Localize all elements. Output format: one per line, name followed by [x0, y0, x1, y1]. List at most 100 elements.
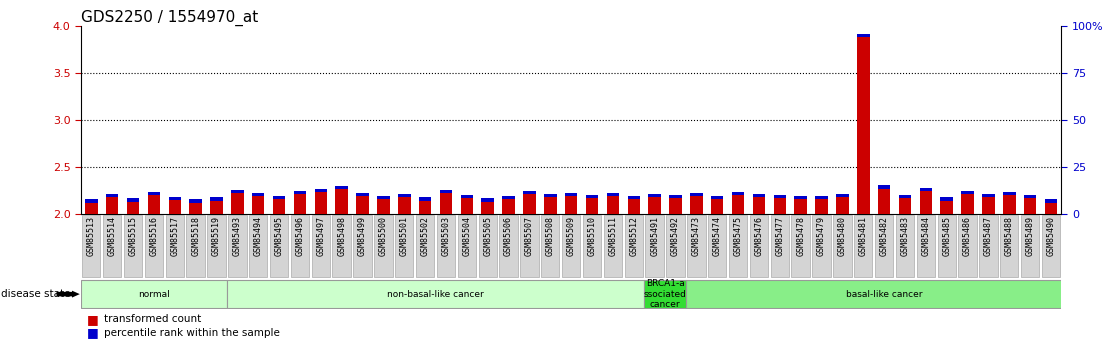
Text: GSM85502: GSM85502: [421, 216, 430, 256]
FancyBboxPatch shape: [771, 215, 789, 277]
Text: GSM85512: GSM85512: [629, 216, 638, 256]
Text: GSM85494: GSM85494: [254, 216, 263, 256]
Bar: [126, 198, 140, 202]
Bar: [168, 197, 181, 200]
Bar: [815, 196, 828, 199]
Text: basal-like cancer: basal-like cancer: [845, 289, 922, 299]
Bar: [461, 195, 473, 198]
FancyBboxPatch shape: [227, 280, 644, 308]
Bar: [690, 196, 702, 214]
Bar: [878, 188, 891, 214]
Bar: [211, 197, 223, 201]
Bar: [752, 194, 766, 197]
Bar: [294, 194, 306, 214]
FancyBboxPatch shape: [1001, 215, 1018, 277]
Text: normal: normal: [138, 289, 170, 299]
Text: GSM85519: GSM85519: [212, 216, 220, 256]
FancyBboxPatch shape: [332, 215, 351, 277]
Bar: [941, 201, 953, 214]
Bar: [773, 198, 786, 214]
Text: ■: ■: [86, 313, 99, 326]
Bar: [189, 203, 202, 214]
FancyBboxPatch shape: [124, 215, 142, 277]
Text: GSM85493: GSM85493: [233, 216, 242, 256]
FancyBboxPatch shape: [812, 215, 831, 277]
Bar: [211, 201, 223, 214]
Bar: [273, 199, 286, 214]
Bar: [648, 194, 660, 197]
Text: GSM85482: GSM85482: [880, 216, 889, 256]
Bar: [232, 190, 244, 193]
FancyBboxPatch shape: [290, 215, 309, 277]
Text: GSM85479: GSM85479: [817, 216, 827, 256]
FancyBboxPatch shape: [396, 215, 413, 277]
Bar: [440, 190, 452, 193]
Text: GSM85490: GSM85490: [1047, 216, 1056, 256]
Bar: [1045, 199, 1057, 203]
FancyBboxPatch shape: [311, 215, 330, 277]
Text: GSM85498: GSM85498: [337, 216, 346, 256]
Bar: [586, 195, 598, 198]
Bar: [147, 195, 161, 214]
FancyBboxPatch shape: [666, 215, 685, 277]
Text: GSM85517: GSM85517: [171, 216, 179, 256]
Text: GSM85480: GSM85480: [838, 216, 847, 256]
Text: GSM85484: GSM85484: [922, 216, 931, 256]
Text: GSM85492: GSM85492: [671, 216, 680, 256]
Bar: [565, 196, 577, 214]
Text: GSM85477: GSM85477: [776, 216, 784, 256]
Bar: [920, 188, 932, 191]
Text: GSM85481: GSM85481: [859, 216, 868, 256]
Bar: [962, 191, 974, 194]
FancyBboxPatch shape: [228, 215, 247, 277]
Text: GSM85503: GSM85503: [441, 216, 451, 256]
Bar: [752, 197, 766, 214]
FancyBboxPatch shape: [1020, 215, 1039, 277]
FancyBboxPatch shape: [854, 215, 872, 277]
FancyBboxPatch shape: [958, 215, 977, 277]
Bar: [648, 197, 660, 214]
Bar: [544, 197, 556, 214]
FancyBboxPatch shape: [186, 215, 205, 277]
Bar: [815, 199, 828, 214]
FancyBboxPatch shape: [687, 215, 706, 277]
Bar: [941, 197, 953, 201]
Text: GSM85486: GSM85486: [963, 216, 972, 256]
Bar: [85, 203, 98, 214]
Bar: [1045, 203, 1057, 214]
Bar: [106, 197, 119, 214]
Bar: [711, 196, 724, 199]
FancyBboxPatch shape: [207, 215, 226, 277]
Bar: [523, 194, 535, 214]
FancyBboxPatch shape: [729, 215, 747, 277]
Bar: [690, 193, 702, 196]
FancyBboxPatch shape: [646, 215, 664, 277]
Bar: [315, 189, 327, 192]
Bar: [962, 194, 974, 214]
Text: GSM85474: GSM85474: [712, 216, 721, 256]
Bar: [899, 195, 911, 198]
Bar: [565, 193, 577, 196]
Bar: [357, 196, 369, 214]
Text: GSM85488: GSM85488: [1005, 216, 1014, 256]
Text: GSM85495: GSM85495: [275, 216, 284, 256]
Bar: [294, 191, 306, 194]
Bar: [878, 185, 891, 188]
Bar: [85, 199, 98, 203]
Bar: [147, 192, 161, 195]
Bar: [627, 196, 640, 199]
FancyBboxPatch shape: [895, 215, 914, 277]
Text: GSM85491: GSM85491: [650, 216, 659, 256]
Bar: [982, 194, 995, 197]
Bar: [1024, 195, 1036, 198]
Text: GSM85504: GSM85504: [462, 216, 471, 256]
Bar: [357, 193, 369, 196]
Bar: [794, 199, 807, 214]
Bar: [1003, 195, 1016, 214]
Bar: [377, 196, 390, 199]
Bar: [586, 198, 598, 214]
Bar: [440, 193, 452, 214]
Text: percentile rank within the sample: percentile rank within the sample: [104, 328, 280, 338]
Bar: [502, 196, 515, 199]
Bar: [419, 197, 431, 201]
